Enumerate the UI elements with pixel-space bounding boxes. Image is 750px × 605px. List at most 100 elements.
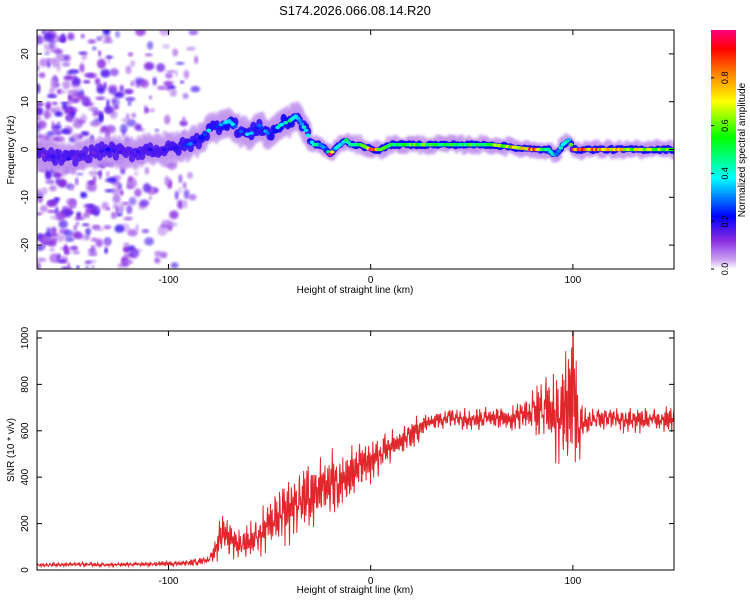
spectrogram-noise-blob <box>119 84 124 93</box>
colorbar-gradient <box>711 30 736 269</box>
spectrogram-ridge-core <box>58 156 64 160</box>
spectrogram-noise-blob <box>38 58 50 67</box>
spectrogram-noise-blob <box>37 116 42 121</box>
spectrogram-noise-blob <box>52 49 64 54</box>
spectrogram-noise-blob <box>84 260 92 265</box>
spectrogram-noise-blob <box>50 215 59 220</box>
spectrogram-noise-blob <box>109 86 117 95</box>
spectrogram-noise-blob <box>174 190 179 200</box>
spectrogram-ridge-core <box>249 131 254 135</box>
spectrogram-noise-blob <box>122 259 134 265</box>
spectrogram-noise-blob <box>37 124 41 134</box>
spectrogram-ridge-core <box>238 129 244 134</box>
spectrogram-noise-blob <box>81 223 90 227</box>
spectrogram-noise-blob <box>73 77 81 86</box>
spectrogram-noise-blob <box>73 224 78 231</box>
spectrogram-noise-blob <box>120 190 124 196</box>
spectrogram-noise-blob <box>113 203 117 210</box>
spectrogram-noise-blob <box>112 97 120 107</box>
spectrogram-noise-blob <box>45 101 52 111</box>
spectrogram-noise-blob <box>37 244 44 251</box>
spectrogram-noise-blob <box>79 64 85 73</box>
spectrogram-noise-blob <box>117 183 123 190</box>
snr-plot-area <box>37 331 674 570</box>
spectrogram-noise-blob <box>100 69 111 78</box>
spectrogram-ridge-core <box>50 155 56 159</box>
spectrogram-noise-blob <box>54 124 62 130</box>
snr-y-tick-label: 600 <box>20 422 31 439</box>
spectrogram-noise-blob <box>104 238 111 247</box>
spectrogram-noise-blob <box>80 191 88 199</box>
spectrogram-noise-blob <box>99 34 109 39</box>
spectrogram-noise-blob <box>144 53 153 57</box>
spectrogram-noise-blob <box>159 30 170 36</box>
spectrogram-noise-blob <box>67 90 78 94</box>
spectrogram-noise-blob <box>145 108 150 113</box>
spectrogram-noise-blob <box>48 88 55 96</box>
spectrogram-noise-blob <box>85 265 89 269</box>
spectrogram-noise-blob <box>162 44 171 49</box>
spectrogram-ridge-core <box>566 138 572 142</box>
spectrogram-noise-blob <box>49 253 60 264</box>
spectrogram-noise-blob <box>61 105 65 110</box>
spectrogram-noise-blob <box>92 46 97 51</box>
spectrogram-noise-blob <box>55 52 65 62</box>
spectrogram-noise-blob <box>64 105 73 109</box>
spectrogram-noise-blob <box>178 186 182 195</box>
spectrogram-noise-blob <box>143 61 155 71</box>
spectrogram-noise-blob <box>113 91 125 99</box>
spectrogram-noise-blob <box>148 196 152 201</box>
spectrogram-noise-blob <box>180 80 185 84</box>
spectrogram-noise-blob <box>179 120 188 127</box>
spectrogram-noise-blob <box>111 211 117 220</box>
spectrogram-noise-blob <box>46 131 56 136</box>
spectrogram-noise-blob <box>58 219 68 229</box>
spectrogram-ridge-core <box>99 149 105 153</box>
spectrogram-noise-blob <box>134 123 142 131</box>
spectrogram-noise-blob <box>114 224 125 233</box>
spectrogram-noise-blob <box>170 262 179 269</box>
spectrogram-noise-blob <box>128 197 137 206</box>
spectrogram-noise-blob <box>157 226 168 236</box>
spectrogram-ridge-core <box>244 132 250 136</box>
spectrogram-noise-blob <box>127 229 138 237</box>
spectrogram-noise-blob <box>172 48 179 57</box>
spectrogram-noise-blob <box>68 206 72 213</box>
spectrogram-ridge-core <box>111 149 117 153</box>
spectrogram-noise-blob <box>44 32 54 42</box>
spectrogram-noise-blob <box>123 242 130 247</box>
spectrogram-ridge-core <box>279 122 285 127</box>
spectrogram-noise-blob <box>54 111 63 117</box>
spectrogram-noise-blob <box>127 52 134 57</box>
spectrogram-noise-blob <box>178 174 183 184</box>
spectrogram-noise-blob <box>49 185 57 192</box>
spectrogram-noise-blob <box>117 263 123 268</box>
spectrogram-x-tick-label: -100 <box>158 275 178 286</box>
spectrogram-y-tick-label: 20 <box>20 48 31 60</box>
spectrogram-noise-blob <box>57 178 68 188</box>
spectrogram-noise-blob <box>45 179 56 185</box>
spectrogram-noise-blob <box>130 60 136 67</box>
spectrogram-noise-blob <box>46 209 57 214</box>
spectrogram-noise-blob <box>76 172 84 176</box>
spectrogram-x-label: Height of straight line (km) <box>297 285 414 296</box>
spectrogram-noise-blob <box>187 171 193 179</box>
spectrogram-noise-blob <box>95 238 103 248</box>
snr-x-tick-label: 0 <box>368 576 374 587</box>
spectrogram-noise-blob <box>90 245 95 250</box>
spectrogram-y-tick-label: 0 <box>20 146 31 152</box>
spectrogram-noise-blob <box>182 92 189 100</box>
spectrogram-noise-blob <box>41 187 48 195</box>
spectrogram-noise-blob <box>125 97 136 102</box>
spectrogram-noise-blob <box>49 248 55 252</box>
spectrogram-noise-blob <box>37 106 44 116</box>
spectrogram-noise-blob <box>165 72 173 79</box>
spectrogram-noise-blob <box>140 79 149 88</box>
spectrogram-noise-blob <box>81 52 88 61</box>
spectrogram-noise-blob <box>43 109 51 120</box>
spectrogram-noise-blob <box>37 102 45 107</box>
spectrogram-noise-blob <box>152 76 157 86</box>
snr-y-tick-label: 200 <box>20 515 31 532</box>
spectrogram-noise-blob <box>144 237 155 246</box>
snr-x-tick-label: 100 <box>565 576 582 587</box>
